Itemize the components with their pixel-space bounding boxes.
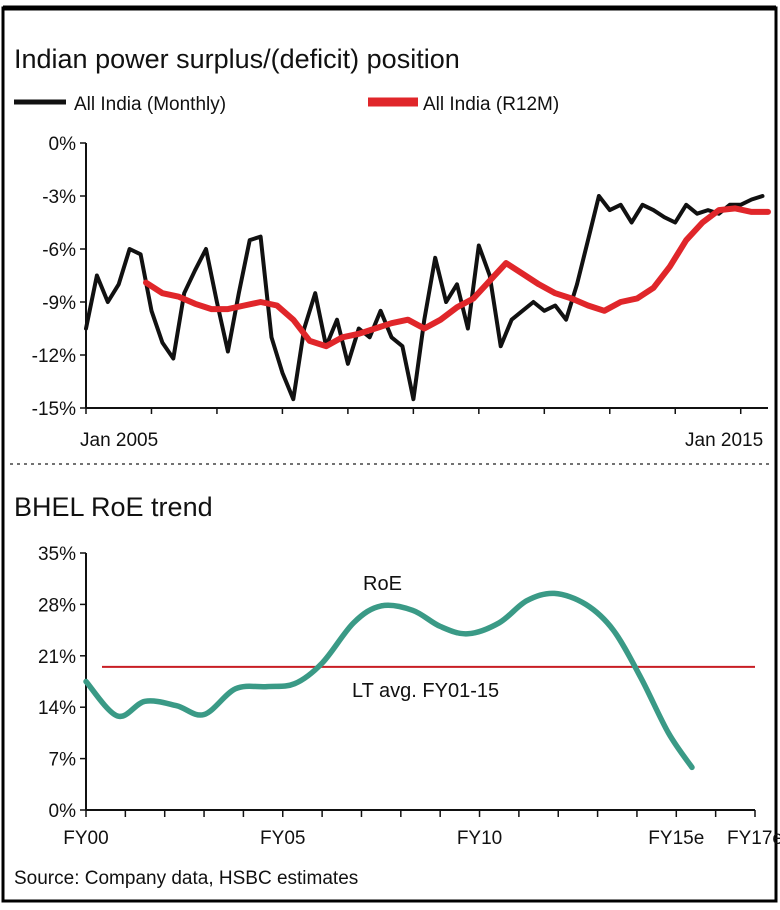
chart2-axes: 35% 28% 21% 14% 7% 0% FY00 FY05 FY10 FY15e FY17e <box>38 544 780 849</box>
roe-annotation: RoE <box>363 573 402 595</box>
chart1-axes: 0% -3% -6% -9% -12% -15% <box>32 134 768 420</box>
legend-label-monthly: All India (Monthly) <box>74 94 226 115</box>
chart2-ytick-label: 28% <box>38 595 76 616</box>
chart2-ytick-label: 7% <box>49 750 77 771</box>
chart2-ytick-label: 0% <box>49 801 77 822</box>
series-roe-line <box>83 590 695 771</box>
chart1-ytick-label: -15% <box>32 399 76 420</box>
chart1-ytick-label: -3% <box>42 187 76 208</box>
chart1-xtick-end: Jan 2015 <box>685 430 763 451</box>
series-monthly-line <box>84 194 765 402</box>
chart2-xtick-label: FY05 <box>260 828 305 849</box>
chart2-xtick-label: FY17e <box>727 828 780 849</box>
outer-frame <box>1 6 778 903</box>
chart1-ytick-label: 0% <box>49 134 77 155</box>
chart1-legend: All India (Monthly) All India (R12M) <box>14 94 559 115</box>
chart1-xtick-start: Jan 2005 <box>80 430 158 451</box>
source-note: Source: Company data, HSBC estimates <box>14 868 358 889</box>
legend-label-r12m: All India (R12M) <box>423 94 559 115</box>
chart2-ytick-label: 14% <box>38 698 76 719</box>
chart2-xtick-label: FY00 <box>63 828 108 849</box>
chart2-ytick-label: 21% <box>38 647 76 668</box>
chart1-ytick-label: -6% <box>42 240 76 261</box>
chart2-ytick-label: 35% <box>38 544 76 565</box>
chart1-title: Indian power surplus/(deficit) position <box>14 44 460 74</box>
chart1-ytick-label: -9% <box>42 293 76 314</box>
lt-avg-label: LT avg. FY01-15 <box>352 680 499 702</box>
series-r12m-line <box>143 205 771 350</box>
chart2-plot <box>83 590 755 771</box>
chart2-title: BHEL RoE trend <box>14 492 213 522</box>
chart1-ytick-label: -12% <box>32 346 76 367</box>
chart1-plot <box>84 194 771 402</box>
chart2-xtick-label: FY10 <box>457 828 502 849</box>
chart2-xtick-label: FY15e <box>648 828 704 849</box>
